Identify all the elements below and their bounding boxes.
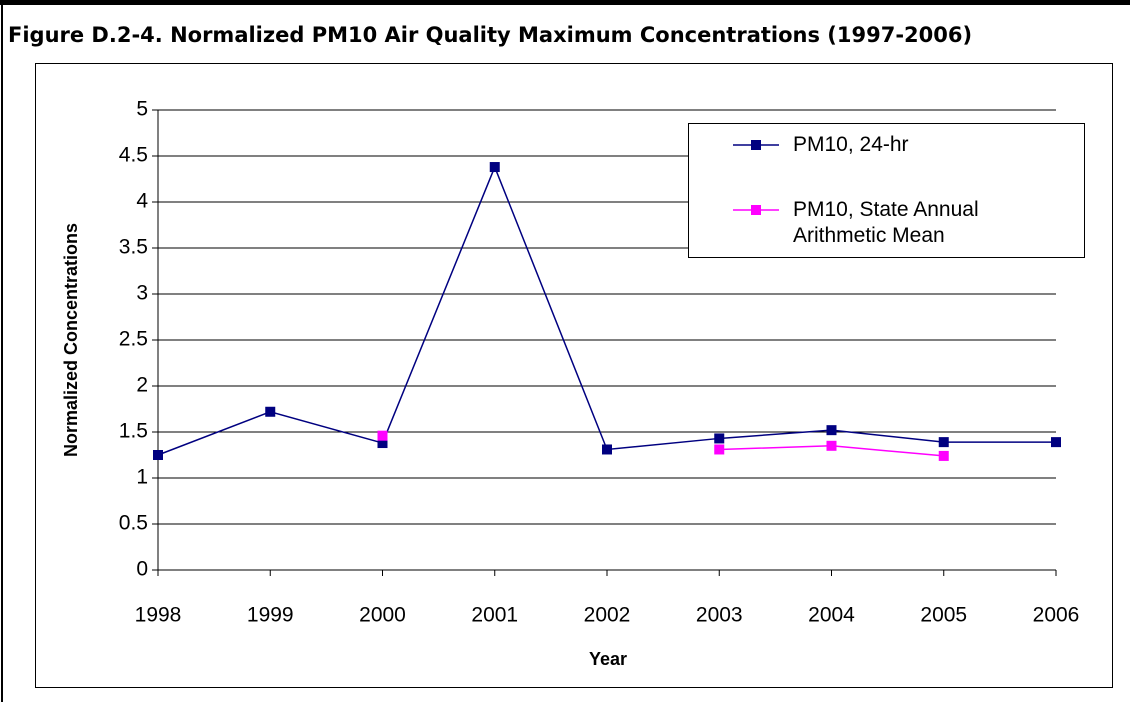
point-marker [1051, 437, 1061, 448]
y-tick-label: 4 [136, 190, 148, 213]
point-marker [489, 162, 500, 173]
point-marker [714, 433, 725, 444]
point-marker [602, 444, 612, 455]
x-tick-label: 1999 [247, 604, 294, 627]
chart-frame [35, 63, 1113, 688]
x-tick-label: 2005 [920, 604, 967, 627]
legend: PM10, 24-hr PM10, State Annual Arithmetic… [688, 123, 1085, 258]
legend-swatch [733, 205, 779, 215]
x-tick-label: 2001 [471, 604, 518, 627]
chart-title: Figure D.2-4. Normalized PM10 Air Qualit… [8, 23, 972, 47]
legend-label: PM10, State Annual Arithmetic Mean [793, 198, 979, 247]
top-border [0, 0, 1130, 5]
point-marker [377, 430, 388, 441]
legend-label: PM10, 24-hr [793, 133, 909, 156]
x-axis-label: Year [589, 649, 627, 669]
x-tick-label: 2004 [808, 604, 855, 627]
point-marker [714, 444, 725, 455]
point-marker [826, 440, 837, 451]
y-axis-label: Normalized Concentrations [61, 223, 81, 457]
legend-marker [751, 140, 761, 150]
y-tick-label: 5 [136, 98, 148, 121]
y-tick-label: 0 [136, 558, 148, 581]
x-tick-label: 2003 [696, 604, 743, 627]
y-tick-label: 3.5 [119, 236, 148, 259]
point-marker [826, 425, 837, 436]
y-tick-label: 2.5 [119, 328, 148, 351]
point-marker [153, 450, 163, 460]
y-tick-label: 1 [136, 466, 148, 489]
y-tick-label: 3 [136, 282, 148, 305]
x-tick-label: 2002 [584, 604, 631, 627]
legend-item: PM10, 24-hr [733, 132, 1063, 158]
legend-swatch [733, 140, 779, 150]
x-tick-label: 1998 [135, 604, 182, 627]
point-marker [938, 437, 949, 448]
y-tick-label: 4.5 [119, 144, 148, 167]
legend-marker [751, 205, 761, 215]
point-marker [377, 438, 388, 449]
point-marker [938, 450, 949, 461]
y-tick-label: 1.5 [119, 420, 148, 443]
point-marker [265, 406, 276, 417]
x-tick-label: 2000 [359, 604, 406, 627]
y-tick-label: 0.5 [119, 512, 148, 535]
x-tick-label: 2006 [1033, 604, 1080, 627]
legend-item: PM10, State Annual Arithmetic Mean [733, 197, 1063, 249]
y-tick-label: 2 [136, 374, 148, 397]
